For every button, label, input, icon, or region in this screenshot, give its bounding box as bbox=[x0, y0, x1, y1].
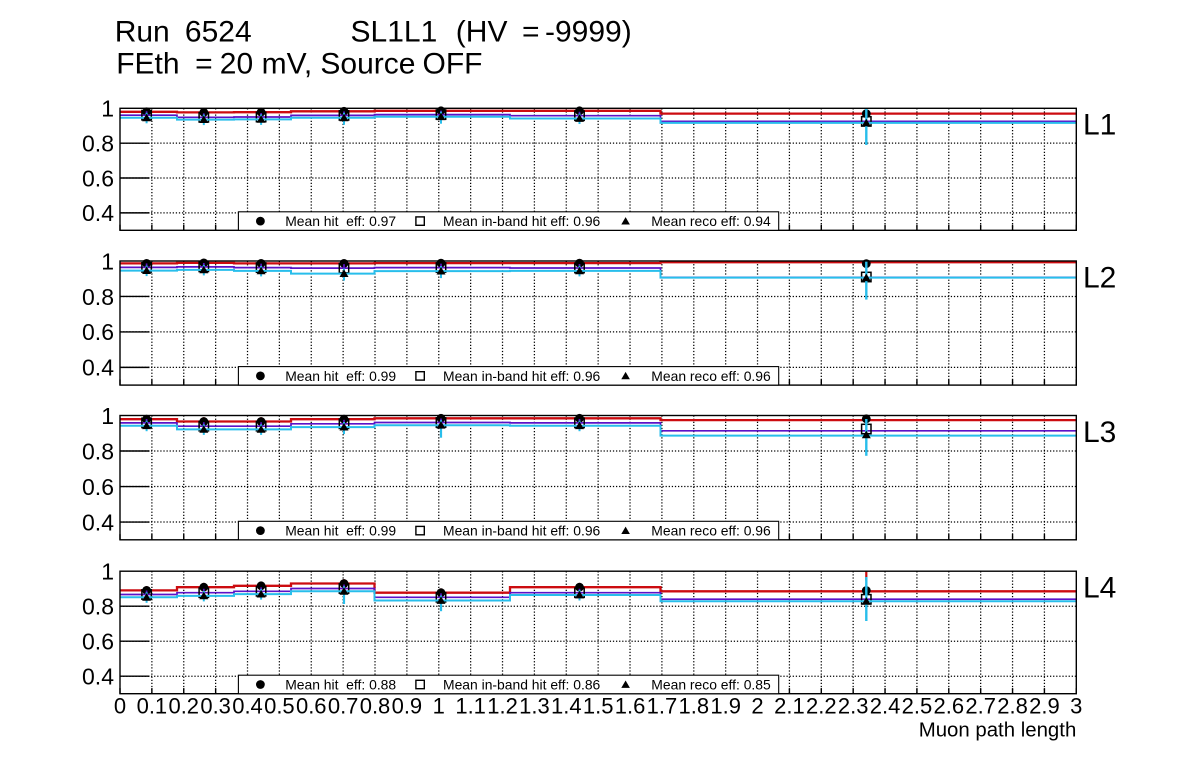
svg-text:Mean reco eff: 0.94: Mean reco eff: 0.94 bbox=[651, 213, 771, 229]
svg-text:1: 1 bbox=[433, 694, 445, 719]
svg-text:Mean reco eff: 0.96: Mean reco eff: 0.96 bbox=[651, 368, 771, 384]
svg-text:1.3: 1.3 bbox=[519, 694, 550, 719]
svg-text:1.8: 1.8 bbox=[678, 694, 709, 719]
svg-text:6524: 6524 bbox=[185, 15, 252, 48]
svg-text:Mean hit eff: 0.99: Mean hit eff: 0.99 bbox=[285, 368, 396, 384]
svg-text:0.4: 0.4 bbox=[82, 200, 114, 226]
svg-text:Mean hit eff: 0.97: Mean hit eff: 0.97 bbox=[285, 213, 396, 229]
svg-text:Mean in-band hit eff: 0.86: Mean in-band hit eff: 0.86 bbox=[443, 676, 601, 692]
svg-text:0.1: 0.1 bbox=[137, 694, 168, 719]
svg-text:L1: L1 bbox=[1083, 109, 1116, 142]
svg-text:Source: Source bbox=[320, 47, 415, 80]
svg-text:2.2: 2.2 bbox=[806, 694, 837, 719]
svg-text:Mean hit eff: 0.88: Mean hit eff: 0.88 bbox=[285, 676, 396, 692]
svg-text:2.3: 2.3 bbox=[838, 694, 869, 719]
svg-text:mV,: mV, bbox=[262, 47, 313, 80]
svg-text:0.6: 0.6 bbox=[82, 629, 114, 655]
svg-text:0.9: 0.9 bbox=[392, 694, 423, 719]
svg-text:0.4: 0.4 bbox=[82, 664, 114, 690]
svg-text:FEth: FEth bbox=[116, 47, 179, 80]
svg-text:=: = bbox=[195, 47, 213, 80]
svg-text:Mean reco eff: 0.96: Mean reco eff: 0.96 bbox=[651, 523, 771, 539]
svg-text:0.3: 0.3 bbox=[200, 694, 231, 719]
svg-text:0.4: 0.4 bbox=[232, 694, 263, 719]
svg-text:Mean in-band hit eff: 0.96: Mean in-band hit eff: 0.96 bbox=[443, 523, 601, 539]
svg-text:L2: L2 bbox=[1083, 261, 1116, 294]
svg-text:0.6: 0.6 bbox=[296, 694, 327, 719]
svg-text:1.9: 1.9 bbox=[710, 694, 741, 719]
svg-text:1: 1 bbox=[101, 403, 114, 429]
svg-text:-9999): -9999) bbox=[545, 15, 632, 48]
svg-text:0: 0 bbox=[114, 694, 126, 719]
svg-text:0.8: 0.8 bbox=[82, 594, 114, 620]
svg-text:20: 20 bbox=[220, 47, 253, 80]
svg-text:SL1L1: SL1L1 bbox=[351, 15, 438, 48]
svg-text:0.2: 0.2 bbox=[168, 694, 199, 719]
svg-text:0.6: 0.6 bbox=[82, 474, 114, 500]
svg-text:Mean in-band hit eff: 0.96: Mean in-band hit eff: 0.96 bbox=[443, 213, 601, 229]
svg-text:(HV: (HV bbox=[456, 15, 508, 48]
svg-text:L4: L4 bbox=[1083, 572, 1116, 605]
svg-text:Mean reco eff: 0.85: Mean reco eff: 0.85 bbox=[651, 676, 771, 692]
svg-text:1.4: 1.4 bbox=[551, 694, 582, 719]
svg-text:3: 3 bbox=[1070, 694, 1082, 719]
svg-text:0.8: 0.8 bbox=[82, 438, 114, 464]
svg-text:1.5: 1.5 bbox=[583, 694, 614, 719]
svg-text:2.6: 2.6 bbox=[933, 694, 964, 719]
svg-text:Mean in-band hit eff: 0.96: Mean in-band hit eff: 0.96 bbox=[443, 368, 601, 384]
svg-text:1.1: 1.1 bbox=[455, 694, 486, 719]
svg-text:1: 1 bbox=[101, 96, 114, 122]
svg-text:2.5: 2.5 bbox=[902, 694, 933, 719]
svg-text:1.6: 1.6 bbox=[615, 694, 646, 719]
svg-text:1.7: 1.7 bbox=[647, 694, 678, 719]
svg-text:Run: Run bbox=[115, 15, 170, 48]
svg-text:1.2: 1.2 bbox=[487, 694, 518, 719]
svg-text:L3: L3 bbox=[1083, 416, 1116, 449]
svg-text:2.4: 2.4 bbox=[870, 694, 901, 719]
svg-text:OFF: OFF bbox=[423, 47, 483, 80]
svg-text:1: 1 bbox=[101, 559, 114, 585]
svg-text:Muon path length: Muon path length bbox=[919, 720, 1077, 742]
svg-text:0.4: 0.4 bbox=[82, 355, 114, 381]
svg-text:0.8: 0.8 bbox=[82, 131, 114, 157]
svg-text:0.8: 0.8 bbox=[82, 284, 114, 310]
svg-text:2.9: 2.9 bbox=[1029, 694, 1060, 719]
svg-text:2.7: 2.7 bbox=[965, 694, 996, 719]
svg-text:0.6: 0.6 bbox=[82, 319, 114, 345]
svg-text:2.1: 2.1 bbox=[774, 694, 805, 719]
svg-text:0.6: 0.6 bbox=[82, 165, 114, 191]
svg-text:=: = bbox=[522, 15, 540, 48]
svg-text:0.7: 0.7 bbox=[328, 694, 359, 719]
svg-text:0.5: 0.5 bbox=[264, 694, 295, 719]
svg-text:1: 1 bbox=[101, 248, 114, 274]
svg-text:2.8: 2.8 bbox=[997, 694, 1028, 719]
svg-text:0.8: 0.8 bbox=[360, 694, 391, 719]
svg-text:0.4: 0.4 bbox=[82, 509, 114, 535]
svg-text:2: 2 bbox=[751, 694, 763, 719]
svg-text:Mean hit eff: 0.99: Mean hit eff: 0.99 bbox=[285, 523, 396, 539]
